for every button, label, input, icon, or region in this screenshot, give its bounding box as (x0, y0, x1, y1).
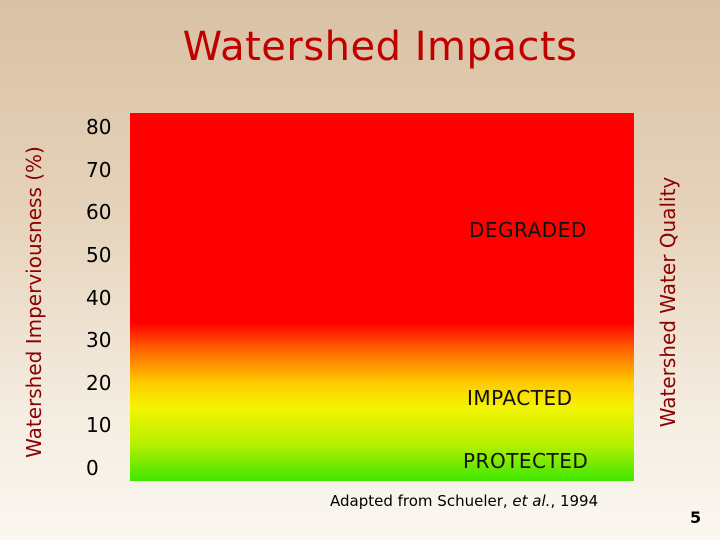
credit-italic: et al. (512, 492, 551, 510)
y-tick-label: 20 (86, 370, 112, 395)
zone-label-protected: PROTECTED (463, 449, 589, 473)
y-tick-label: 30 (86, 328, 112, 353)
page-number: 5 (690, 508, 702, 527)
gradient-plot-area (130, 113, 634, 481)
y-tick-label: 40 (86, 285, 112, 310)
slide-title: Watershed Impacts (182, 24, 578, 70)
source-credit: Adapted from Schueler, et al., 1994 (330, 492, 598, 510)
zone-label-degraded: DEGRADED (469, 218, 587, 242)
y-tick-label: 70 (86, 157, 112, 182)
y-tick-label: 0 (86, 456, 99, 480)
y-tick-label: 60 (86, 200, 112, 225)
right-axis-label: Watershed Water Quality (656, 176, 680, 428)
y-tick-label: 50 (86, 242, 112, 267)
y-tick-label: 10 (86, 413, 112, 438)
y-tick-label: 80 (86, 115, 112, 139)
credit-prefix: Adapted from Schueler, (330, 492, 513, 510)
y-axis-label: Watershed Imperviousness (%) (22, 146, 46, 458)
credit-suffix: , 1994 (550, 492, 599, 510)
zone-label-impacted: IMPACTED (467, 386, 573, 410)
